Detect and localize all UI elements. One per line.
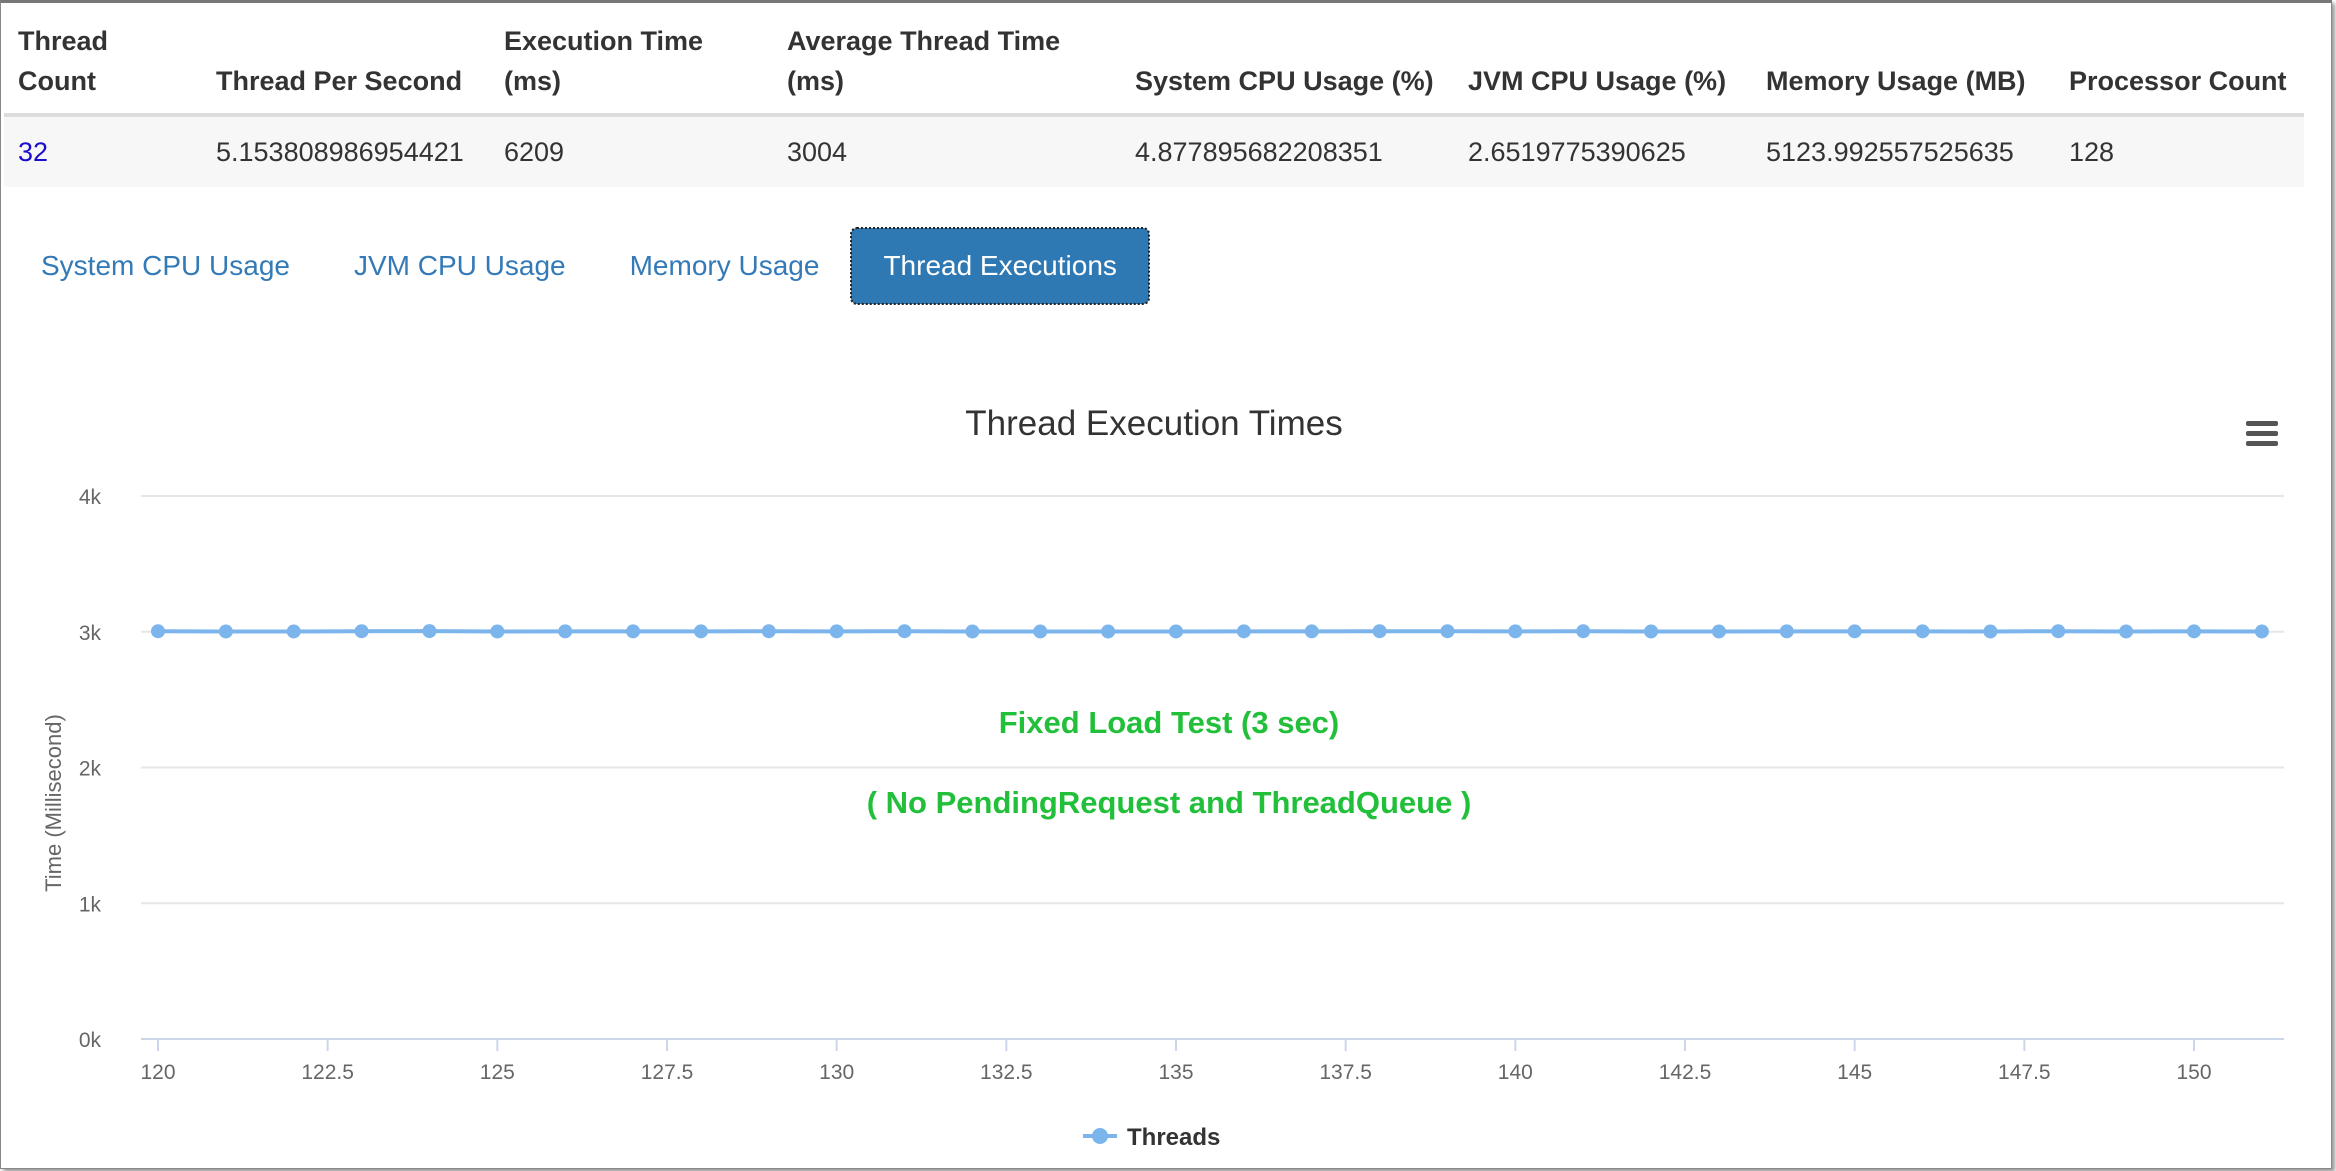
tab-memory[interactable]: Memory Usage: [629, 250, 820, 281]
x-tick-label: 150: [2176, 1061, 2211, 1084]
x-tick-label: 127.5: [641, 1061, 694, 1084]
data-point: [1983, 624, 1998, 639]
header-thread-count: Thread Count: [4, 3, 202, 117]
header-thread-per-second: Thread Per Second: [202, 3, 490, 117]
y-tick-label: 3k: [79, 622, 102, 645]
data-point: [693, 624, 708, 639]
cell-processor-count: 128: [2055, 115, 2304, 187]
table-header-row: Thread Count Thread Per Second Execution…: [4, 3, 2304, 117]
data-point: [1372, 624, 1387, 639]
data-point: [218, 624, 233, 639]
data-point: [558, 624, 573, 639]
header-system-cpu: System CPU Usage (%): [1121, 3, 1454, 117]
annotation-fixed-load: Fixed Load Test (3 sec): [999, 705, 1340, 740]
header-jvm-cpu: JVM CPU Usage (%): [1454, 3, 1752, 117]
data-point: [1576, 624, 1591, 639]
data-point: [286, 624, 301, 639]
data-point: [761, 624, 776, 639]
cell-average-thread-time: 3004: [773, 115, 1121, 187]
data-point: [1440, 624, 1455, 639]
x-tick-label: 132.5: [980, 1061, 1033, 1084]
table-row: 32 5.153808986954421 6209 3004 4.8778956…: [4, 115, 2304, 187]
tab-thread-executions[interactable]: Thread Executions: [850, 227, 1150, 305]
x-tick-label: 130: [819, 1061, 854, 1084]
data-point: [1915, 624, 1930, 639]
header-average-thread-time: Average Thread Time (ms): [773, 3, 1121, 117]
header-memory: Memory Usage (MB): [1752, 3, 2055, 117]
data-point: [2119, 624, 2134, 639]
data-point: [151, 624, 165, 639]
data-point: [1711, 624, 1726, 639]
chart-title: Thread Execution Times: [965, 404, 1342, 443]
data-point: [1169, 624, 1183, 639]
data-point: [490, 624, 505, 639]
header-execution-time: Execution Time (ms): [490, 3, 773, 117]
x-tick-label: 137.5: [1319, 1061, 1372, 1084]
data-point: [422, 624, 437, 639]
x-tick-label: 145: [1837, 1061, 1872, 1084]
legend-label: Threads: [1127, 1124, 1220, 1151]
legend-item-threads[interactable]: Threads: [1083, 1124, 1220, 1151]
cell-memory: 5123.992557525635: [1752, 115, 2055, 187]
data-point: [354, 624, 369, 639]
header-processor-count: Processor Count: [2055, 3, 2304, 117]
stats-table: Thread Count Thread Per Second Execution…: [4, 3, 2304, 187]
data-point: [965, 624, 980, 639]
x-tick-label: 125: [480, 1061, 515, 1084]
tab-system-cpu[interactable]: System CPU Usage: [41, 250, 290, 281]
x-tick-label: 140: [1498, 1061, 1533, 1084]
x-tick-label: 147.5: [1998, 1061, 2051, 1084]
data-point: [1101, 624, 1116, 639]
data-point: [1236, 624, 1251, 639]
y-tick-label: 1k: [79, 893, 102, 916]
data-point: [1644, 624, 1659, 639]
cell-execution-time: 6209: [490, 115, 773, 187]
y-tick-label: 4k: [79, 486, 102, 509]
x-tick-label: 135: [1158, 1061, 1193, 1084]
cell-thread-per-second: 5.153808986954421: [202, 115, 490, 187]
y-tick-label: 2k: [79, 758, 102, 781]
data-point: [1847, 624, 1862, 639]
data-point: [2051, 624, 2066, 639]
data-point: [2254, 624, 2269, 639]
data-point: [897, 624, 912, 639]
data-point: [1508, 624, 1523, 639]
annotation-no-pending: ( No PendingRequest and ThreadQueue ): [867, 785, 1472, 820]
data-point: [1779, 624, 1794, 639]
data-point: [1033, 624, 1048, 639]
thread-execution-chart: Thread Execution Times 0k 1k 2k 3k 4k 120 122.…: [41, 404, 2284, 1151]
tab-jvm-cpu[interactable]: JVM CPU Usage: [353, 250, 566, 281]
cell-system-cpu: 4.877895682208351: [1121, 115, 1454, 187]
data-point: [2187, 624, 2201, 639]
y-axis-label: Time (Millisecond): [41, 714, 66, 892]
x-tick-label: 142.5: [1659, 1061, 1712, 1084]
x-tick-label: 122.5: [301, 1061, 354, 1084]
x-tick-label: 120: [140, 1061, 175, 1084]
chart-tabs: System CPU Usage JVM CPU Usage Memory Us…: [9, 227, 1150, 305]
cell-jvm-cpu: 2.6519775390625: [1454, 115, 1752, 187]
data-point: [1304, 624, 1319, 639]
data-point: [626, 624, 641, 639]
thread-count-link[interactable]: 32: [4, 115, 202, 187]
data-point: [829, 624, 844, 639]
hamburger-icon[interactable]: [2246, 421, 2278, 446]
y-tick-label: 0k: [79, 1029, 102, 1052]
